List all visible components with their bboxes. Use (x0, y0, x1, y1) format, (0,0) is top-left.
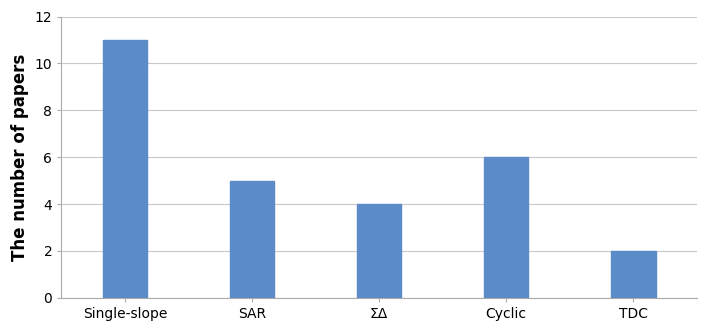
Bar (611, 251, 656, 298)
Bar (484, 157, 528, 298)
Y-axis label: The number of papers: The number of papers (11, 53, 29, 261)
Bar (103, 40, 147, 298)
Bar (357, 204, 401, 298)
Bar (229, 181, 274, 298)
